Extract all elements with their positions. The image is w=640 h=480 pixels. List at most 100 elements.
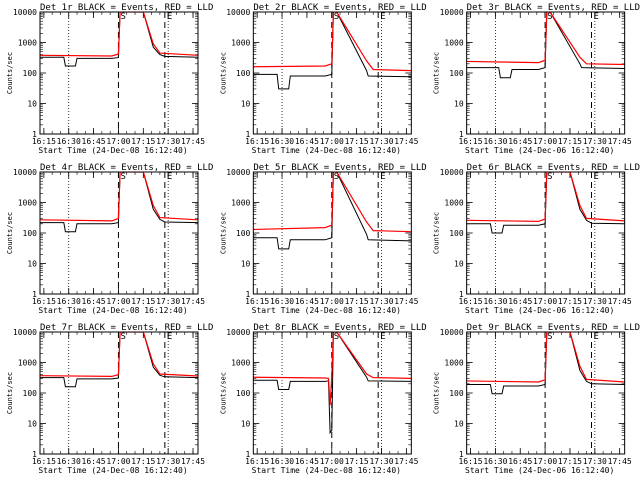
y-tick-label: 100 — [449, 69, 464, 78]
y-tick-label: 10 — [241, 260, 251, 269]
x-tick-label: 16:15 — [245, 457, 269, 466]
y-axis-label: Counts/sec — [6, 52, 14, 94]
x-tick-label: 17:00 — [106, 457, 130, 466]
detector-panel-4: Det 4r BLACK = Events, RED = LLD Counts/s… — [6, 163, 213, 315]
y-tick-label: 10 — [241, 420, 251, 429]
y-axis-label: Counts/sec — [433, 52, 441, 94]
x-tick-label: 16:15 — [245, 137, 269, 146]
panel-title: Det 9r BLACK = Events, RED = LLD — [467, 323, 640, 333]
x-tick-label: 17:00 — [533, 457, 557, 466]
panel-title: Det 8r BLACK = Events, RED = LLD — [253, 323, 426, 333]
detector-panel-3: Det 3r BLACK = Events, RED = LLD Counts/s… — [433, 3, 640, 155]
y-tick-label: 10000 — [13, 328, 37, 337]
plot-frame — [39, 11, 199, 135]
y-tick-label: 1000 — [444, 39, 463, 48]
y-tick-label: 1000 — [18, 359, 37, 368]
marker-label-e: E — [167, 172, 172, 182]
series-events-black — [466, 12, 625, 79]
series-group — [466, 172, 625, 234]
y-axis-label: Counts/sec — [433, 212, 441, 254]
x-axis-label: Start Time (24-Dec-08 16:12:40) — [38, 466, 187, 475]
x-axis-label: Start Time (24-Dec-08 16:12:40) — [38, 306, 187, 315]
series-group — [466, 332, 625, 395]
y-tick-label: 1 — [459, 290, 464, 299]
x-tick-label: 17:30 — [583, 137, 607, 146]
series-group — [40, 12, 198, 67]
plot-frame — [466, 331, 626, 455]
x-tick-label: 17:30 — [369, 297, 393, 306]
y-tick-label: 100 — [449, 389, 464, 398]
y-tick-label: 1 — [459, 450, 464, 459]
y-tick-label: 10 — [27, 260, 37, 269]
series-group — [466, 12, 625, 79]
y-tick-label: 100 — [23, 69, 38, 78]
x-tick-label: 17:15 — [558, 137, 582, 146]
y-tick-label: 1000 — [444, 359, 463, 368]
detector-panel-5: Det 5r BLACK = Events, RED = LLD Counts/s… — [219, 163, 426, 315]
series-events-black — [466, 332, 625, 395]
marker-label-s: S — [120, 172, 125, 182]
y-axis-label: Counts/sec — [219, 52, 227, 94]
y-tick-label: 10000 — [13, 168, 37, 177]
x-tick-label: 17:15 — [345, 137, 369, 146]
y-tick-label: 10 — [454, 260, 464, 269]
x-tick-label: 17:00 — [320, 137, 344, 146]
y-tick-label: 10000 — [440, 8, 464, 17]
y-axis-label: Counts/sec — [219, 212, 227, 254]
marker-label-s: S — [334, 12, 339, 22]
x-tick-label: 17:45 — [394, 297, 418, 306]
series-events-black — [253, 12, 412, 90]
x-tick-label: 17:15 — [558, 297, 582, 306]
y-tick-label: 10000 — [226, 8, 250, 17]
series-events-black — [253, 172, 412, 250]
x-tick-label: 17:15 — [131, 297, 155, 306]
series-lld-red — [466, 12, 625, 66]
y-tick-label: 1 — [32, 450, 37, 459]
panel-title: Det 6r BLACK = Events, RED = LLD — [467, 163, 640, 173]
x-tick-label: 16:45 — [508, 137, 532, 146]
marker-label-s: S — [547, 12, 552, 22]
detector-panel-9: Det 9r BLACK = Events, RED = LLD Counts/s… — [433, 323, 640, 475]
series-lld-red — [466, 172, 625, 223]
y-tick-label: 1 — [32, 130, 37, 139]
y-tick-label: 10000 — [226, 328, 250, 337]
y-tick-label: 100 — [236, 389, 251, 398]
y-tick-label: 100 — [236, 229, 251, 238]
x-tick-label: 16:15 — [458, 137, 482, 146]
y-tick-label: 1000 — [231, 39, 250, 48]
panel-title: Det 3r BLACK = Events, RED = LLD — [467, 3, 640, 13]
series-events-black — [253, 332, 412, 435]
detector-panel-6: Det 6r BLACK = Events, RED = LLD Counts/s… — [433, 163, 640, 315]
y-tick-label: 1000 — [18, 199, 37, 208]
x-tick-label: 16:30 — [270, 457, 294, 466]
x-tick-label: 17:00 — [320, 457, 344, 466]
marker-label-e: E — [380, 12, 385, 22]
x-tick-label: 16:45 — [295, 137, 319, 146]
panel-title: Det 1r BLACK = Events, RED = LLD — [40, 3, 213, 13]
x-tick-label: 16:15 — [32, 137, 56, 146]
marker-label-s: S — [334, 172, 339, 182]
series-events-black — [40, 332, 198, 388]
series-lld-red — [466, 332, 625, 383]
x-tick-label: 16:15 — [458, 297, 482, 306]
detector-panel-8: Det 8r BLACK = Events, RED = LLD Counts/s… — [219, 323, 426, 475]
x-tick-label: 17:30 — [156, 457, 180, 466]
x-tick-label: 16:45 — [295, 297, 319, 306]
plot-frame — [252, 11, 412, 135]
x-axis-label: Start Time (24-Dec-06 16:12:40) — [465, 466, 614, 475]
plot-frame — [39, 171, 199, 295]
x-tick-label: 16:30 — [270, 297, 294, 306]
series-lld-red — [40, 332, 198, 378]
y-axis-label: Counts/sec — [219, 372, 227, 414]
x-axis-label: Start Time (24-Dec-08 16:12:40) — [252, 306, 401, 315]
x-tick-label: 16:30 — [483, 457, 507, 466]
detector-panel-7: Det 7r BLACK = Events, RED = LLD Counts/s… — [6, 323, 213, 475]
x-axis-label: Start Time (24-Dec-06 16:12:40) — [465, 146, 614, 155]
x-tick-label: 16:30 — [270, 137, 294, 146]
x-tick-label: 17:15 — [131, 137, 155, 146]
series-lld-red — [253, 332, 412, 406]
x-tick-label: 16:30 — [483, 297, 507, 306]
marker-label-s: S — [334, 332, 339, 342]
y-tick-label: 1000 — [444, 199, 463, 208]
x-tick-label: 16:30 — [57, 457, 81, 466]
